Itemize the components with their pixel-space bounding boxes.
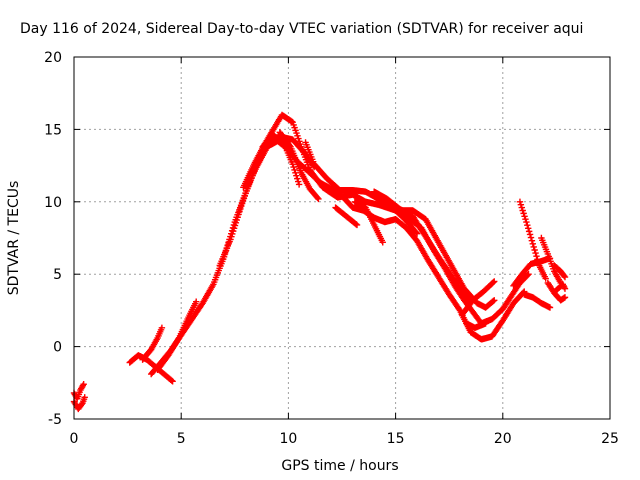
series-track xyxy=(351,198,386,246)
data-point-marker xyxy=(516,198,524,205)
data-point-marker xyxy=(530,243,537,251)
data-point-marker xyxy=(517,201,525,208)
data-point-marker xyxy=(291,166,298,174)
data-point-marker xyxy=(535,259,542,266)
data-markers xyxy=(70,111,569,413)
data-point-marker xyxy=(520,210,527,217)
x-tick-label: 10 xyxy=(279,431,297,447)
data-point-marker xyxy=(524,271,531,279)
series-track xyxy=(70,394,88,413)
data-point-marker xyxy=(527,234,535,241)
x-tick-label: 15 xyxy=(387,431,405,447)
data-point-marker xyxy=(80,381,87,388)
series-track xyxy=(551,262,569,281)
series-track xyxy=(139,324,166,363)
data-point-marker xyxy=(490,297,497,305)
data-point-marker xyxy=(193,298,200,305)
data-point-marker xyxy=(524,221,531,229)
data-point-marker xyxy=(295,178,302,185)
data-point-marker xyxy=(528,237,536,244)
data-point-marker xyxy=(546,304,554,311)
data-point-marker xyxy=(412,229,420,236)
data-point-marker xyxy=(286,142,293,149)
y-tick-label: 15 xyxy=(44,122,62,138)
data-point-marker xyxy=(533,253,540,260)
series-track xyxy=(516,198,549,282)
data-point-marker xyxy=(168,377,175,384)
data-point-marker xyxy=(523,218,530,226)
series-track xyxy=(463,320,489,331)
data-point-marker xyxy=(169,378,176,385)
data-point-marker xyxy=(521,213,528,220)
data-point-marker xyxy=(490,279,497,286)
data-point-marker xyxy=(526,231,534,238)
y-tick-label: 0 xyxy=(53,340,62,356)
data-point-marker xyxy=(542,275,549,282)
data-point-marker xyxy=(294,175,301,182)
data-point-marker xyxy=(560,272,568,280)
data-point-marker xyxy=(353,221,361,229)
data-point-marker xyxy=(491,297,498,304)
data-point-marker xyxy=(81,394,88,401)
series-track xyxy=(147,137,528,378)
data-point-marker xyxy=(379,239,386,246)
series-track xyxy=(70,381,87,402)
y-tick-label: 20 xyxy=(44,50,62,66)
x-tick-label: 5 xyxy=(177,431,186,447)
data-point-marker xyxy=(491,278,498,285)
data-point-marker xyxy=(525,228,533,235)
data-point-marker xyxy=(519,207,526,214)
x-tick-label: 25 xyxy=(601,431,619,447)
data-point-marker xyxy=(314,194,321,201)
series-track xyxy=(392,207,421,237)
data-point-marker xyxy=(290,163,297,171)
chart-title: Day 116 of 2024, Sidereal Day-to-day VTE… xyxy=(20,21,583,37)
series-track xyxy=(276,129,322,203)
data-point-marker xyxy=(529,240,537,247)
series-track xyxy=(332,204,361,229)
y-tick-label: 10 xyxy=(44,195,62,211)
data-point-marker xyxy=(293,172,300,179)
y-axis-label: SDTVAR / TECUs xyxy=(6,181,22,296)
data-point-marker xyxy=(525,271,532,278)
data-point-marker xyxy=(532,249,539,257)
series-track xyxy=(216,133,318,269)
data-point-marker xyxy=(525,225,532,232)
x-axis-label: GPS time / hours xyxy=(281,458,398,474)
series-track xyxy=(553,281,569,294)
data-point-marker xyxy=(518,204,525,211)
y-tick-label: -5 xyxy=(48,412,62,428)
data-point-marker xyxy=(522,215,529,223)
axis-ticks: 0 5 10 15 20 25 -5 0 5 10 15 20 xyxy=(44,50,619,447)
data-point-marker xyxy=(352,221,360,228)
data-point-marker xyxy=(413,230,421,237)
data-point-marker xyxy=(561,285,569,292)
data-point-marker xyxy=(561,294,569,301)
plot-frame xyxy=(73,56,611,420)
data-point-marker xyxy=(531,246,538,254)
data-point-marker xyxy=(561,273,569,281)
series-track xyxy=(154,298,200,373)
data-point-marker xyxy=(292,169,299,177)
data-point-marker xyxy=(158,324,166,331)
series-track xyxy=(521,291,554,311)
x-tick-label: 0 xyxy=(70,431,79,447)
data-point-marker xyxy=(295,181,303,188)
data-point-marker xyxy=(534,256,541,263)
data-point-marker xyxy=(315,195,322,203)
x-tick-label: 20 xyxy=(494,431,512,447)
series-track xyxy=(458,278,498,318)
y-tick-label: 5 xyxy=(53,267,62,283)
data-point-marker xyxy=(482,320,489,327)
